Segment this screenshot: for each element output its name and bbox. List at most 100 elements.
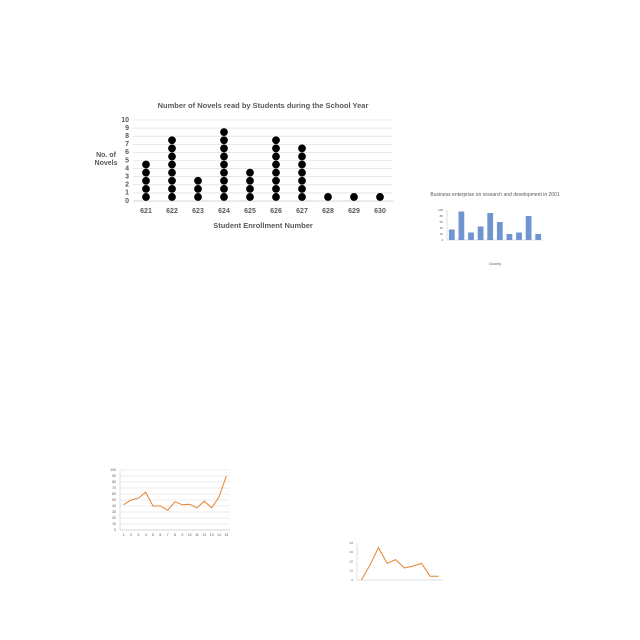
x-tick-label: 2 [130, 533, 132, 537]
dot-stack [220, 128, 228, 201]
dot [194, 176, 202, 185]
y-tick-label: 10 [112, 522, 116, 526]
x-tick-label: 7 [167, 533, 169, 537]
y-tick-label: 70 [112, 486, 116, 490]
dot [168, 184, 176, 193]
x-axis-label: Country [488, 262, 502, 266]
y-tick-label: 5 [125, 157, 129, 164]
y-tick-label: 10 [350, 569, 354, 573]
dot [220, 144, 228, 153]
dot [194, 193, 202, 201]
x-tick-label: 621 [140, 208, 152, 215]
y-tick-label: 40 [350, 541, 354, 545]
y-tick-label: 30 [350, 550, 354, 554]
dot [298, 168, 306, 177]
dot [246, 184, 254, 193]
dot [142, 168, 150, 177]
dot [142, 176, 150, 185]
y-tick-label: 9 [125, 125, 129, 132]
y-tick-label: 80 [440, 214, 444, 218]
dot [272, 176, 280, 185]
dot-stack [142, 160, 150, 201]
dot [272, 152, 280, 161]
y-tick-label: 6 [125, 149, 129, 156]
y-tick-label: 1 [125, 190, 129, 197]
y-tick-label: 40 [112, 504, 116, 508]
x-tick-label: 623 [192, 208, 204, 215]
y-tick-label: 2 [125, 182, 129, 189]
dot [324, 193, 332, 201]
dot [142, 193, 150, 201]
dot [246, 193, 254, 201]
x-tick-label: 12 [202, 533, 206, 537]
dot [220, 184, 228, 193]
dot [220, 176, 228, 185]
y-tick-label: 100 [110, 468, 116, 472]
x-tick-label: 628 [322, 208, 334, 215]
y-tick-label: 20 [350, 559, 354, 563]
dot [220, 136, 228, 145]
bar [516, 232, 522, 240]
x-tick-label: 10 [188, 533, 192, 537]
bar [535, 234, 542, 240]
chart-title: Number of Novels read by Students during… [157, 101, 369, 110]
x-tick-label: 622 [166, 208, 178, 215]
dot [168, 136, 176, 145]
line [123, 475, 227, 511]
dot [168, 144, 176, 153]
y-tick-label: 3 [125, 174, 129, 181]
y-tick-label: 8 [125, 133, 129, 140]
bar [458, 211, 465, 240]
dot [220, 193, 228, 201]
dot [142, 160, 150, 169]
dot [142, 184, 150, 193]
dot [298, 152, 306, 161]
x-tick-label: 624 [218, 208, 230, 215]
dot [272, 144, 280, 153]
x-tick-label: 630 [374, 208, 386, 215]
dot [272, 160, 280, 169]
y-tick-label: 0 [125, 198, 129, 205]
y-tick-label: 0 [441, 238, 443, 242]
y-tick-label: 20 [112, 516, 116, 520]
y-tick-label: 90 [112, 474, 116, 478]
dot [168, 160, 176, 169]
y-axis-label: No. of Novels [94, 151, 118, 167]
dot [272, 168, 280, 177]
dot-stack [168, 136, 176, 201]
y-tick-label: 40 [440, 226, 444, 230]
dot [298, 160, 306, 169]
dot [220, 128, 228, 137]
dot-stack [194, 176, 202, 201]
x-tick-label: 13 [210, 533, 214, 537]
y-tick-label: 7 [125, 141, 129, 148]
dot [220, 168, 228, 177]
x-tick-label: 3 [137, 533, 139, 537]
y-tick-label: 50 [112, 498, 116, 502]
x-tick-label: 14 [217, 533, 221, 537]
y-tick-label: 4 [125, 165, 129, 172]
dot [350, 193, 358, 201]
dot [298, 184, 306, 193]
dot-stack [246, 168, 254, 201]
dot [272, 136, 280, 145]
dot-stack [298, 144, 306, 201]
x-tick-label: 629 [348, 208, 360, 215]
y-tick-label: 30 [112, 510, 116, 514]
y-tick-label: 60 [440, 220, 444, 224]
dot [168, 176, 176, 185]
x-tick-label: 9 [181, 533, 183, 537]
x-tick-label: 4 [145, 533, 147, 537]
x-tick-label: 627 [296, 208, 308, 215]
dot-stack [324, 193, 332, 201]
dot [220, 160, 228, 169]
dot [220, 152, 228, 161]
bar [468, 232, 474, 240]
dot-stack [350, 193, 358, 201]
dot [298, 193, 306, 201]
dot [376, 193, 384, 201]
dot [246, 168, 254, 177]
chart-title: Business enterprise on research and deve… [430, 192, 560, 198]
